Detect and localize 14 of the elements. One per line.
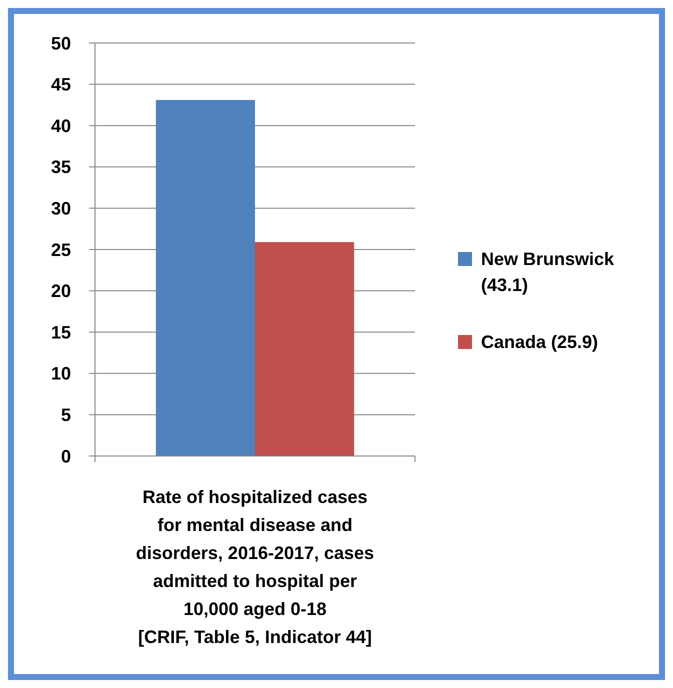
y-tick-label: 5 xyxy=(60,405,71,425)
y-tick-label: 20 xyxy=(50,281,71,302)
y-tick-label: 25 xyxy=(50,240,71,260)
y-tick-label: 50 xyxy=(50,33,71,54)
y-tick-label: 30 xyxy=(50,198,71,218)
y-tick-label: 10 xyxy=(50,364,71,384)
y-tick-label: 45 xyxy=(50,74,71,95)
legend-label: Canada (25.9) xyxy=(481,332,598,352)
y-tick-label: 0 xyxy=(60,446,71,466)
y-tick-label: 15 xyxy=(50,322,71,342)
y-tick-label: 35 xyxy=(50,157,71,178)
y-tick-label: 40 xyxy=(50,116,71,136)
legend-label: New Brunswick (43.1) xyxy=(481,249,616,295)
x-tick-label: Rate of hospitalized cases for mental disease and disorders, 2016-2017, cases admitted to hospital per 10,000 aged 0-18 [CRIF, Table 5, Indicator 44] xyxy=(136,487,374,647)
